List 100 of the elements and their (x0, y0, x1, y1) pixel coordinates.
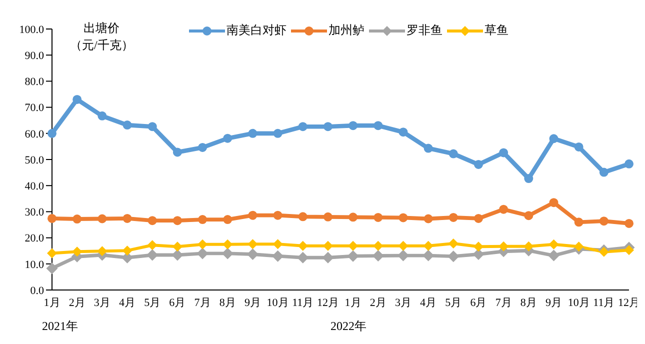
x-tick-label: 8月 (520, 296, 537, 309)
x-tick-label: 7月 (194, 296, 211, 309)
point (448, 238, 458, 249)
point (549, 134, 558, 144)
x-tick-label: 5月 (445, 296, 462, 309)
x-tick-label: 3月 (394, 296, 412, 309)
point (424, 214, 433, 224)
point (398, 240, 408, 251)
point (348, 212, 358, 222)
x-tick-label: 1月 (344, 296, 362, 309)
x-tick-label: 6月 (169, 296, 186, 309)
y-tick-label: 80.0 (24, 76, 44, 88)
point (223, 134, 232, 143)
point (172, 216, 182, 226)
point (196, 248, 208, 260)
point (223, 215, 232, 224)
x-tick-label: 9月 (545, 296, 562, 309)
point (348, 240, 358, 251)
point (172, 242, 182, 252)
point (122, 214, 132, 223)
point (448, 149, 458, 158)
point (398, 128, 408, 137)
point (499, 204, 508, 214)
point (48, 128, 56, 138)
point (198, 215, 208, 224)
point (322, 240, 333, 251)
point (298, 122, 308, 132)
x-tick-label: 7月 (495, 296, 512, 309)
y-tick-label: 70.0 (24, 102, 44, 114)
point (272, 239, 283, 250)
point (48, 214, 56, 223)
legend-label: 罗非鱼 (406, 22, 442, 39)
point (323, 122, 332, 132)
point (598, 246, 609, 257)
point (423, 240, 434, 251)
point (524, 211, 534, 220)
point (373, 240, 384, 251)
point (322, 252, 334, 264)
x-tick-label: 6月 (470, 296, 487, 309)
x-tick-label: 5月 (144, 296, 161, 309)
point (273, 210, 282, 220)
x-tick-label: 10月 (568, 296, 590, 309)
x-tick-label: 12月 (316, 296, 339, 309)
point (548, 239, 559, 250)
point (599, 168, 608, 177)
point (198, 239, 208, 250)
point (599, 216, 608, 226)
text: 2022年 (330, 318, 366, 335)
y-tick-label: 0.0 (30, 284, 44, 297)
point (222, 239, 233, 250)
point (448, 212, 458, 222)
point (72, 246, 82, 257)
point (374, 121, 383, 130)
y-tick-label: 20.0 (24, 232, 44, 245)
point (574, 218, 584, 227)
point (347, 250, 359, 262)
point (148, 216, 157, 226)
legend-label: 南美白对虾 (226, 22, 286, 39)
point (624, 159, 634, 168)
legend-label: 加州鲈 (328, 22, 364, 39)
point (474, 160, 483, 169)
point (72, 214, 82, 224)
point (122, 246, 132, 256)
point (248, 210, 258, 220)
point (198, 142, 208, 152)
point (574, 242, 584, 252)
x-tick-label: 9月 (244, 296, 261, 309)
point (98, 214, 107, 224)
point (248, 128, 258, 138)
x-tick-label: 4月 (119, 296, 136, 309)
x-tick-label: 2月 (68, 296, 86, 309)
x-tick-label: 4月 (420, 296, 437, 309)
y-tick-label: 60.0 (24, 128, 44, 140)
point (398, 213, 408, 222)
x-tick-label: 8月 (219, 296, 236, 309)
x-tick-label: 11月 (292, 296, 314, 309)
y-tick-label: 100.0 (19, 24, 44, 36)
point (498, 241, 509, 252)
point (348, 121, 358, 130)
point (172, 249, 184, 261)
y-tick-label: 10.0 (24, 258, 44, 271)
x-tick-label: 11月 (593, 296, 615, 309)
x-tick-label: 2月 (370, 296, 386, 309)
point (474, 214, 483, 223)
point (473, 242, 484, 252)
point (147, 240, 158, 250)
point (46, 262, 58, 274)
legend-label: 草鱼 (484, 22, 508, 39)
point (499, 148, 508, 158)
text: 2021年 (42, 318, 78, 335)
point (172, 148, 182, 157)
x-tick-label: 1月 (44, 296, 60, 309)
point (374, 212, 383, 222)
point (47, 248, 57, 258)
y-axis-title: 出塘价（元/千克） (70, 20, 134, 54)
point (548, 250, 560, 262)
y-tick-label: 50.0 (24, 154, 44, 166)
point (624, 218, 634, 228)
point (72, 94, 82, 104)
x-tick-label: 10月 (266, 296, 289, 309)
